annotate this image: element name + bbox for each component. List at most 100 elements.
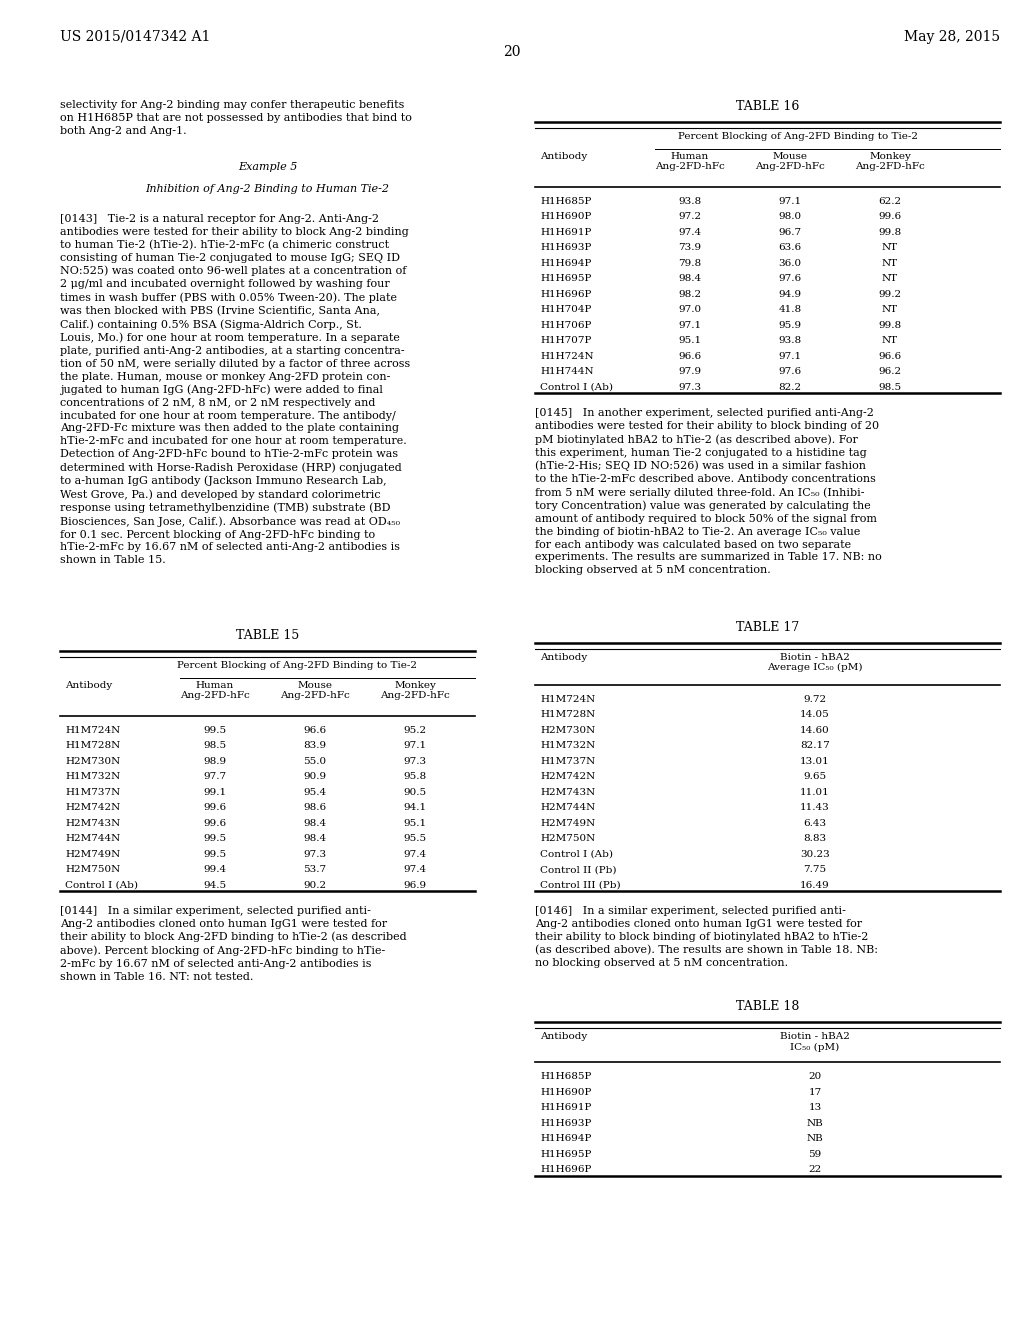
Text: 11.43: 11.43: [800, 804, 829, 812]
Text: 98.6: 98.6: [303, 803, 327, 812]
Text: Control I (Ab): Control I (Ab): [540, 383, 613, 392]
Text: 99.2: 99.2: [879, 290, 901, 300]
Text: Percent Blocking of Ang-2FD Binding to Tie-2: Percent Blocking of Ang-2FD Binding to T…: [177, 660, 418, 669]
Text: Control I (Ab): Control I (Ab): [540, 850, 613, 859]
Text: 93.8: 93.8: [679, 197, 701, 206]
Text: 20: 20: [503, 45, 521, 59]
Text: 98.5: 98.5: [879, 383, 901, 392]
Text: 82.2: 82.2: [778, 383, 802, 392]
Text: 22: 22: [808, 1166, 821, 1175]
Text: H1H724N: H1H724N: [540, 352, 594, 360]
Text: H2M750N: H2M750N: [65, 865, 120, 874]
Text: 97.3: 97.3: [403, 756, 427, 766]
Text: [0145]   In another experiment, selected purified anti-Ang-2
antibodies were tes: [0145] In another experiment, selected p…: [535, 408, 882, 576]
Text: H1H694P: H1H694P: [540, 259, 592, 268]
Text: 98.4: 98.4: [303, 834, 327, 843]
Text: 90.9: 90.9: [303, 772, 327, 781]
Text: 59: 59: [808, 1150, 821, 1159]
Text: [0146]   In a similar experiment, selected purified anti-
Ang-2 antibodies clone: [0146] In a similar experiment, selected…: [535, 907, 878, 968]
Text: 16.49: 16.49: [800, 880, 829, 890]
Text: H1H696P: H1H696P: [540, 290, 592, 300]
Text: 97.1: 97.1: [778, 197, 802, 206]
Text: H1H707P: H1H707P: [540, 337, 592, 346]
Text: H2M743N: H2M743N: [540, 788, 595, 797]
Text: H1H685P: H1H685P: [540, 1072, 592, 1081]
Text: 6.43: 6.43: [804, 818, 826, 828]
Text: H1H691P: H1H691P: [540, 228, 592, 238]
Text: May 28, 2015: May 28, 2015: [904, 30, 1000, 44]
Text: H1M724N: H1M724N: [65, 726, 120, 735]
Text: H1H694P: H1H694P: [540, 1134, 592, 1143]
Text: [0144]   In a similar experiment, selected purified anti-
Ang-2 antibodies clone: [0144] In a similar experiment, selected…: [60, 906, 407, 982]
Text: 41.8: 41.8: [778, 305, 802, 314]
Text: H2M750N: H2M750N: [540, 834, 595, 843]
Text: H1H695P: H1H695P: [540, 275, 592, 284]
Text: Antibody: Antibody: [540, 1032, 587, 1041]
Text: 79.8: 79.8: [679, 259, 701, 268]
Text: 90.5: 90.5: [403, 788, 427, 796]
Text: H1H690P: H1H690P: [540, 213, 592, 222]
Text: 14.05: 14.05: [800, 710, 829, 719]
Text: Mouse
Ang-2FD-hFc: Mouse Ang-2FD-hFc: [755, 152, 825, 172]
Text: 94.1: 94.1: [403, 803, 427, 812]
Text: 97.1: 97.1: [403, 741, 427, 750]
Text: H1H695P: H1H695P: [540, 1150, 592, 1159]
Text: 96.9: 96.9: [403, 880, 427, 890]
Text: 98.2: 98.2: [679, 290, 701, 300]
Text: H1M732N: H1M732N: [65, 772, 120, 781]
Text: NT: NT: [882, 259, 898, 268]
Text: H2M742N: H2M742N: [65, 803, 120, 812]
Text: 99.5: 99.5: [204, 834, 226, 843]
Text: TABLE 17: TABLE 17: [736, 620, 799, 634]
Text: Control I (Ab): Control I (Ab): [65, 880, 138, 890]
Text: 93.8: 93.8: [778, 337, 802, 346]
Text: Biotin - hBA2
Average IC₅₀ (pM): Biotin - hBA2 Average IC₅₀ (pM): [767, 653, 863, 672]
Text: 95.5: 95.5: [403, 834, 427, 843]
Text: NT: NT: [882, 305, 898, 314]
Text: 97.4: 97.4: [403, 865, 427, 874]
Text: H1M728N: H1M728N: [65, 741, 120, 750]
Text: Control II (Pb): Control II (Pb): [540, 866, 616, 874]
Text: 20: 20: [808, 1072, 821, 1081]
Text: 96.7: 96.7: [778, 228, 802, 238]
Text: Inhibition of Ang-2 Binding to Human Tie-2: Inhibition of Ang-2 Binding to Human Tie…: [145, 183, 389, 194]
Text: 98.4: 98.4: [679, 275, 701, 284]
Text: 95.8: 95.8: [403, 772, 427, 781]
Text: 13: 13: [808, 1104, 821, 1113]
Text: US 2015/0147342 A1: US 2015/0147342 A1: [60, 30, 210, 44]
Text: 97.4: 97.4: [679, 228, 701, 238]
Text: 97.1: 97.1: [679, 321, 701, 330]
Text: H1M728N: H1M728N: [540, 710, 595, 719]
Text: TABLE 16: TABLE 16: [736, 100, 799, 114]
Text: 97.2: 97.2: [679, 213, 701, 222]
Text: H2M730N: H2M730N: [65, 756, 120, 766]
Text: Human
Ang-2FD-hFc: Human Ang-2FD-hFc: [655, 152, 725, 172]
Text: 13.01: 13.01: [800, 756, 829, 766]
Text: Antibody: Antibody: [540, 653, 587, 661]
Text: H1H685P: H1H685P: [540, 197, 592, 206]
Text: NB: NB: [807, 1134, 823, 1143]
Text: NT: NT: [882, 275, 898, 284]
Text: H2M749N: H2M749N: [65, 850, 120, 858]
Text: 9.65: 9.65: [804, 772, 826, 781]
Text: 63.6: 63.6: [778, 243, 802, 252]
Text: H1H691P: H1H691P: [540, 1104, 592, 1113]
Text: 90.2: 90.2: [303, 880, 327, 890]
Text: Antibody: Antibody: [540, 152, 587, 161]
Text: H1M724N: H1M724N: [540, 694, 595, 704]
Text: H2M744N: H2M744N: [540, 804, 595, 812]
Text: NB: NB: [807, 1119, 823, 1127]
Text: H1H744N: H1H744N: [540, 367, 594, 376]
Text: 95.1: 95.1: [403, 818, 427, 828]
Text: 96.6: 96.6: [879, 352, 901, 360]
Text: 97.4: 97.4: [403, 850, 427, 858]
Text: 94.9: 94.9: [778, 290, 802, 300]
Text: H2M730N: H2M730N: [540, 726, 595, 735]
Text: 73.9: 73.9: [679, 243, 701, 252]
Text: 99.8: 99.8: [879, 228, 901, 238]
Text: 97.6: 97.6: [778, 367, 802, 376]
Text: Percent Blocking of Ang-2FD Binding to Tie-2: Percent Blocking of Ang-2FD Binding to T…: [678, 132, 918, 141]
Text: 95.1: 95.1: [679, 337, 701, 346]
Text: 36.0: 36.0: [778, 259, 802, 268]
Text: 96.6: 96.6: [679, 352, 701, 360]
